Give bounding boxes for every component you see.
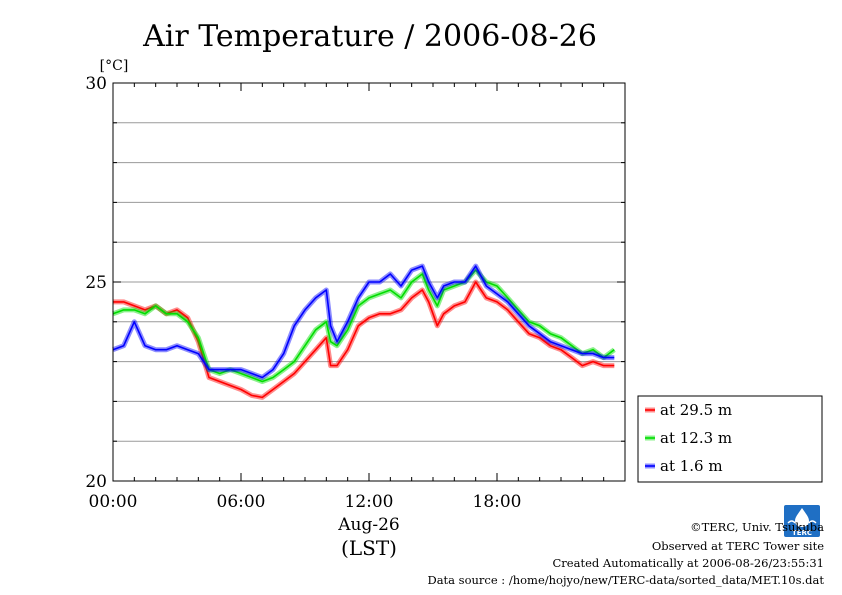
footer-created: Created Automatically at 2006-08-26/23:5… <box>553 556 825 570</box>
legend-label: at 12.3 m <box>660 429 732 447</box>
x-axis-timezone-label: (LST) <box>341 536 397 560</box>
terc-logo-text: TERC <box>792 529 812 537</box>
series-line-1 <box>112 269 615 383</box>
x-tick-label: 18:00 <box>473 492 522 512</box>
series-line-2 <box>112 265 615 379</box>
footer-data-source: Data source : /home/hojyo/new/TERC-data/… <box>427 573 824 587</box>
terc-logo: TERC <box>784 505 820 537</box>
legend-label: at 1.6 m <box>660 457 723 475</box>
legend-label: at 29.5 m <box>660 401 732 419</box>
x-tick-label: 06:00 <box>217 492 266 512</box>
axis-ticks <box>112 82 626 482</box>
y-tick-label: 20 <box>85 472 107 492</box>
legend-box <box>637 395 823 483</box>
footer-copyright: ©TERC, Univ. Tsukuba <box>690 520 824 534</box>
x-axis-date-label: Aug-26 <box>337 515 399 535</box>
series-lines <box>112 263 616 400</box>
legend: at 29.5 m at 12.3 m at 1.6 m <box>637 395 823 483</box>
x-tick-label: 00:00 <box>89 492 138 512</box>
y-axis-unit: [°C] <box>100 58 129 74</box>
chart-title: Air Temperature / 2006-08-26 <box>142 19 597 54</box>
y-tick-label: 25 <box>85 273 107 293</box>
footer-site: Observed at TERC Tower site <box>652 539 824 553</box>
y-tick-label: 30 <box>85 74 107 94</box>
tick-labels: 20 25 30 00:00 06:00 12:00 18:00 <box>85 74 521 512</box>
x-tick-label: 12:00 <box>345 492 394 512</box>
series-line-0 <box>113 281 615 399</box>
